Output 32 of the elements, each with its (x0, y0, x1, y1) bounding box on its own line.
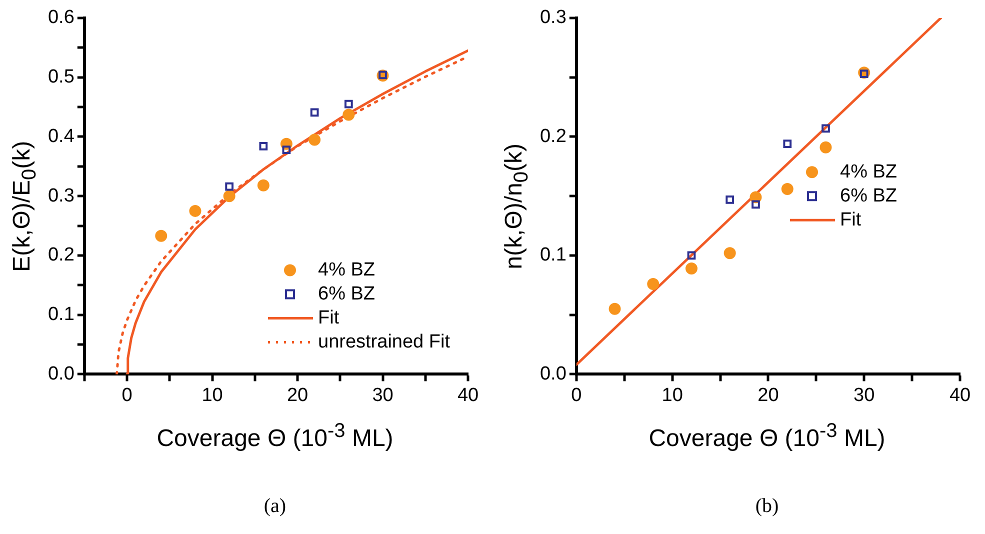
x-tick-label: 30 (372, 384, 394, 406)
x-tick-label: 10 (662, 384, 683, 406)
x-tick-label: 20 (758, 384, 779, 406)
y-tick-label: 0.0 (540, 363, 566, 384)
y-tick-label: 0.1 (540, 244, 566, 266)
y-tick-label: 0.1 (48, 304, 74, 326)
legend-label: 6% BZ (318, 283, 376, 304)
legend-label: Fit (318, 307, 340, 328)
x-tick-label: 40 (949, 384, 971, 406)
x-tick-label: 30 (854, 384, 875, 406)
y-tick-label: 0.4 (48, 126, 75, 147)
y-tick-label: 0.2 (48, 244, 74, 266)
legend-label: unrestrained Fit (318, 331, 451, 352)
y-tick-label: 0.2 (540, 126, 566, 147)
legend-label: 4% BZ (318, 259, 376, 280)
y-tick-label: 0.3 (48, 185, 74, 206)
y-tick-label: 0.0 (48, 363, 74, 384)
x-tick-label: 10 (202, 384, 223, 406)
x-tick-label: 40 (457, 384, 479, 406)
x-axis-title: Coverage Θ (10$^{-3}$ ML) (648, 420, 886, 453)
x-tick-label: 0 (571, 384, 582, 406)
x-tick-label: 0 (122, 384, 132, 406)
y-tick-label: 0.3 (540, 7, 566, 28)
x-tick-label: 20 (286, 384, 308, 406)
legend-label: 6% BZ (840, 185, 898, 206)
text: (a) (262, 495, 288, 518)
text: (b) (754, 495, 780, 518)
legend-label: Fit (840, 209, 862, 230)
legend-label: 4% BZ (840, 161, 898, 182)
y-tick-label: 0.5 (48, 66, 74, 88)
y-tick-label: 0.6 (48, 7, 74, 28)
x-axis-title: Coverage Θ (10$^{-3}$ ML) (156, 420, 394, 453)
